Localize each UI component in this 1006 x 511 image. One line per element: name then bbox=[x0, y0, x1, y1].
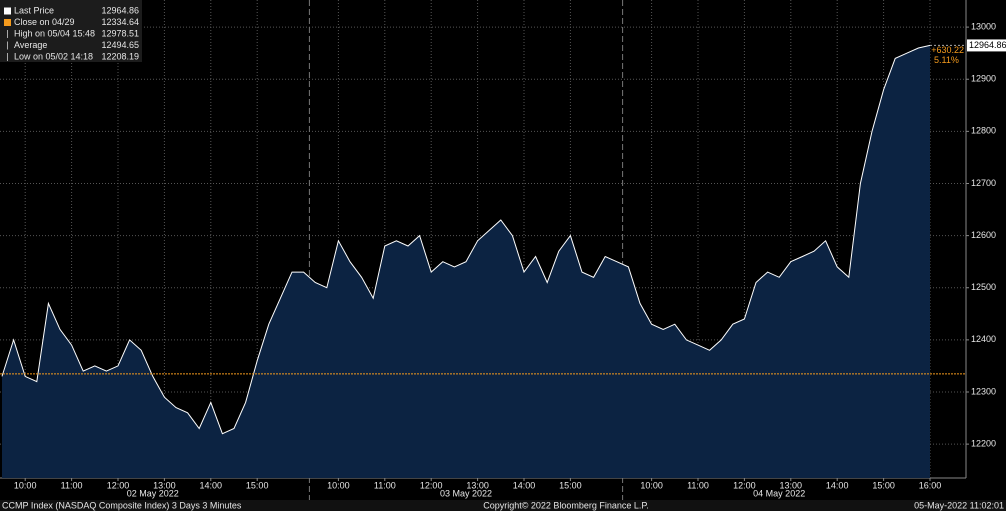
legend-label: Average bbox=[14, 40, 47, 50]
x-tick-label: 12:00 bbox=[420, 480, 443, 490]
legend-value: 12208.19 bbox=[101, 51, 139, 61]
x-tick-label: 11:00 bbox=[374, 480, 396, 490]
x-tick-label: 15:00 bbox=[559, 480, 582, 490]
legend-label: Close on 04/29 bbox=[14, 17, 75, 27]
legend-bg bbox=[0, 0, 142, 62]
x-tick-label: 11:00 bbox=[61, 480, 83, 490]
footer-right: 05-May-2022 11:02:01 bbox=[914, 500, 1004, 510]
x-tick-label: 10:00 bbox=[14, 480, 37, 490]
y-tick-label: 13000 bbox=[971, 21, 996, 31]
day-label: 04 May 2022 bbox=[753, 488, 805, 498]
x-tick-label: 15:00 bbox=[872, 480, 895, 490]
change-pct-label: 5.11% bbox=[934, 55, 959, 65]
legend-label: Last Price bbox=[14, 5, 54, 15]
legend-label: High on 05/04 15:48 bbox=[14, 28, 95, 38]
legend: Last Price 12964.86 Close on 04/29 12334.64… bbox=[0, 0, 142, 62]
x-tick-label: 12:00 bbox=[107, 480, 130, 490]
price-line bbox=[1, 44, 931, 435]
x-tick-label: 16:00 bbox=[919, 480, 942, 490]
x-tick-label: 10:00 bbox=[327, 480, 350, 490]
y-tick-label: 12500 bbox=[971, 282, 996, 292]
y-tick-label: 12200 bbox=[971, 438, 996, 448]
day-label: 02 May 2022 bbox=[127, 488, 179, 498]
legend-value: 12964.86 bbox=[101, 5, 139, 15]
footer-left: CCMP Index (NASDAQ Composite Index) 3 Da… bbox=[2, 500, 242, 510]
x-tick-label: 11:00 bbox=[687, 480, 709, 490]
last-price-label: 12964.86 bbox=[969, 40, 1006, 50]
legend-swatch bbox=[4, 7, 11, 15]
x-tick-label: 13:00 bbox=[153, 480, 176, 490]
legend-value: 12494.65 bbox=[101, 40, 139, 50]
x-tick-label: 10:00 bbox=[640, 480, 663, 490]
legend-label: Low on 05/02 14:18 bbox=[14, 51, 93, 61]
y-tick-label: 12700 bbox=[971, 178, 996, 188]
y-tick-label: 12300 bbox=[971, 386, 996, 396]
x-tick-label: 14:00 bbox=[826, 480, 849, 490]
x-tick-label: 13:00 bbox=[466, 480, 489, 490]
day-label: 03 May 2022 bbox=[440, 488, 492, 498]
legend-swatch bbox=[4, 19, 11, 26]
footer-center: Copyright© 2022 Bloomberg Finance L.P. bbox=[483, 500, 649, 510]
x-tick-label: 14:00 bbox=[200, 480, 223, 490]
x-tick-label: 12:00 bbox=[733, 480, 756, 490]
y-tick-label: 12900 bbox=[971, 74, 996, 84]
y-tick-label: 12600 bbox=[971, 230, 996, 240]
footer-bar bbox=[0, 500, 1006, 511]
last-price-box bbox=[967, 39, 1006, 52]
legend-value: 12978.51 bbox=[101, 28, 139, 38]
y-tick-label: 12400 bbox=[971, 334, 996, 344]
change-label: +630.22 bbox=[931, 45, 964, 55]
x-tick-label: 15:00 bbox=[246, 480, 269, 490]
legend-value: 12334.64 bbox=[101, 17, 139, 27]
x-tick-label: 13:00 bbox=[780, 480, 803, 490]
x-tick-label: 14:00 bbox=[513, 480, 536, 490]
y-tick-label: 12800 bbox=[971, 126, 996, 136]
